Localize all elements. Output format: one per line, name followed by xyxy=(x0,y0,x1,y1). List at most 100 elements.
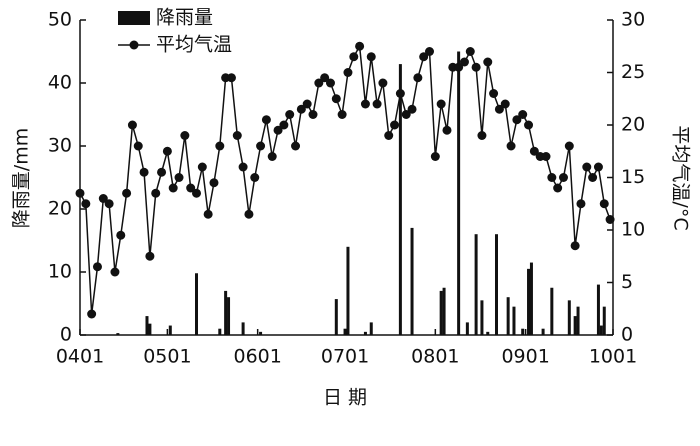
temperature-point xyxy=(232,131,242,140)
temperature-point xyxy=(576,199,586,209)
temperature-point xyxy=(372,99,382,109)
temperature-point xyxy=(162,146,172,156)
y2-tick-label: 0 xyxy=(621,324,633,346)
temperature-point xyxy=(267,152,277,161)
temperature-point xyxy=(256,141,266,151)
temperature-point xyxy=(477,131,487,140)
bar xyxy=(241,322,245,335)
temperature-point xyxy=(279,120,289,130)
y-tick-label: 20 xyxy=(48,198,72,220)
y2-axis-label: 平均气温/°C xyxy=(670,125,692,230)
legend-label: 降雨量 xyxy=(156,7,213,29)
temperature-point xyxy=(285,110,295,119)
bar xyxy=(457,51,461,335)
temperature-point xyxy=(273,125,283,135)
bar xyxy=(573,316,577,335)
bar xyxy=(521,328,525,335)
y2-tick-label: 30 xyxy=(621,9,645,31)
temperature-point xyxy=(605,215,615,224)
bar xyxy=(346,246,350,335)
temperature-point xyxy=(355,41,365,51)
temperature-point xyxy=(296,104,306,114)
temperature-point xyxy=(483,57,493,67)
bar xyxy=(116,333,120,335)
temperature-point xyxy=(139,167,149,177)
x-tick-label: 0801 xyxy=(411,346,459,368)
temperature-point xyxy=(75,188,85,198)
temperature-point xyxy=(454,62,464,72)
temperature-point xyxy=(395,89,405,98)
temperature-point xyxy=(413,73,423,83)
temperature-point xyxy=(588,173,598,182)
temperature-point xyxy=(524,120,534,130)
bar xyxy=(369,322,373,335)
temperature-point xyxy=(81,199,91,209)
temperature-point xyxy=(337,110,347,119)
temperature-point xyxy=(116,230,126,240)
temperature-point xyxy=(419,52,429,62)
temperature-point xyxy=(442,125,452,135)
temperature-point xyxy=(564,141,574,151)
bar xyxy=(148,323,152,335)
legend-label: 平均气温 xyxy=(156,34,232,56)
bar xyxy=(442,287,446,335)
temperature-point xyxy=(506,141,516,151)
temperature-point xyxy=(261,115,271,125)
legend-swatch xyxy=(129,40,139,50)
bar xyxy=(494,234,498,335)
temperature-point xyxy=(226,73,236,83)
bar xyxy=(227,297,231,335)
bar xyxy=(259,331,263,335)
temperature-point xyxy=(92,262,102,272)
temperature-point xyxy=(494,104,504,114)
legend-swatch xyxy=(118,11,150,25)
temperature-point xyxy=(401,110,411,119)
y2-tick-label: 5 xyxy=(621,271,633,293)
bar xyxy=(480,300,484,335)
temperature-point xyxy=(151,188,161,198)
temperature-point xyxy=(425,47,435,56)
temperature-point xyxy=(320,73,330,83)
temperature-point xyxy=(110,267,120,277)
temperature-point xyxy=(360,99,370,109)
bar xyxy=(550,287,554,335)
temperature-point xyxy=(302,99,312,109)
temperature-point xyxy=(570,241,580,251)
temperature-point xyxy=(471,62,481,72)
temperature-point xyxy=(209,178,219,188)
temperature-point xyxy=(127,120,137,130)
x-tick-label: 0401 xyxy=(56,346,104,368)
temperature-point xyxy=(349,52,359,62)
bar xyxy=(334,299,338,335)
bar xyxy=(218,328,222,335)
bar xyxy=(195,273,199,335)
temperature-point xyxy=(104,199,114,209)
temperature-point xyxy=(366,52,376,62)
temperature-point xyxy=(541,152,551,161)
bar xyxy=(527,268,531,335)
temperature-point xyxy=(314,78,324,88)
bar xyxy=(506,297,510,335)
bar xyxy=(465,322,469,335)
temperature-point xyxy=(168,183,178,193)
temperature-point xyxy=(407,104,417,114)
temperature-point xyxy=(582,162,592,172)
temperature-point xyxy=(465,47,475,56)
temperature-point xyxy=(593,162,603,172)
y2-tick-label: 20 xyxy=(621,114,645,136)
bar xyxy=(224,290,228,335)
bar xyxy=(145,316,149,335)
temperature-point xyxy=(250,173,260,182)
bar xyxy=(567,300,571,335)
temperature-point xyxy=(186,183,196,193)
x-tick-label: 0701 xyxy=(321,346,369,368)
y-tick-label: 10 xyxy=(48,261,72,283)
bar xyxy=(398,64,402,335)
bar xyxy=(474,234,478,335)
temperature-point xyxy=(459,57,469,67)
temperature-point xyxy=(500,99,510,109)
temperature-point xyxy=(384,131,394,140)
bar xyxy=(599,325,603,335)
bar xyxy=(410,227,414,335)
